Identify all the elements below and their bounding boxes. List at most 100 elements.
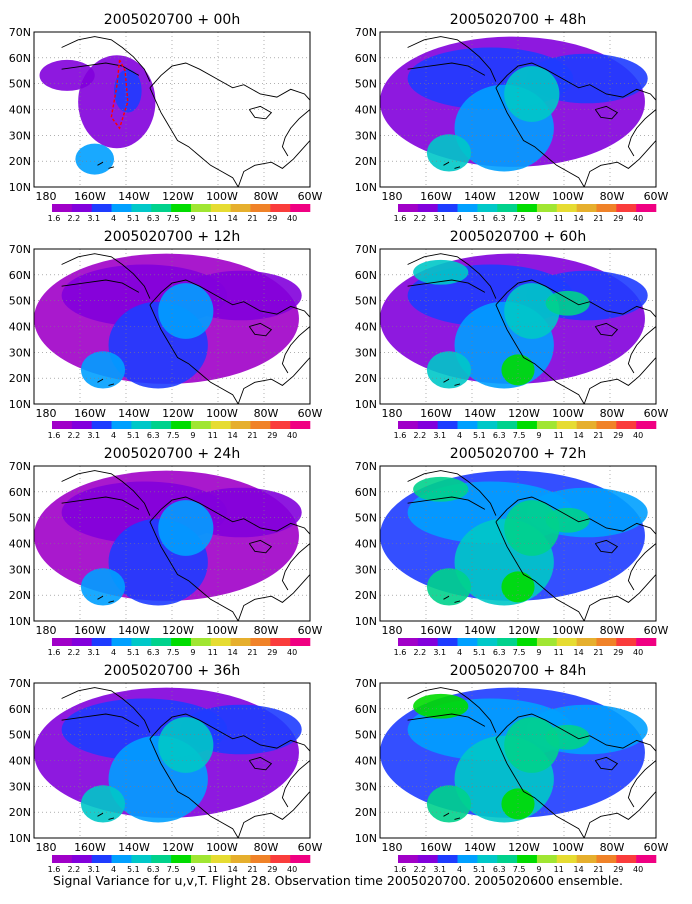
longitude-label: 160W: [420, 407, 452, 420]
colorbar-swatch: [596, 204, 617, 212]
colorbar-label: 4: [111, 214, 116, 223]
colorbar-label: 7.5: [513, 648, 526, 657]
colorbar-swatch: [52, 204, 73, 212]
longitude-label: 120W: [508, 624, 540, 637]
colorbar-swatch: [190, 638, 212, 646]
map-panel: 2005020700 + 84h 70N 60N 50N 40N 30N 20N 10N 180…: [355, 663, 669, 874]
longitude-label: 80W: [600, 407, 625, 420]
colorbar-label: 11: [208, 865, 218, 874]
latitude-label: 70N: [9, 243, 31, 256]
colorbar-swatch: [636, 421, 657, 429]
colorbar-swatch: [91, 638, 112, 646]
map-panel: 2005020700 + 36h 70N 60N 50N 40N 30N 20N 10N 180…: [9, 663, 323, 874]
colorbar-swatch: [230, 855, 251, 863]
colorbar-label: 7.5: [513, 214, 526, 223]
latitude-label: 30N: [9, 780, 31, 793]
latitude-label: 30N: [9, 129, 31, 142]
colorbar-label: 7.5: [513, 431, 526, 440]
variance-contour: [545, 290, 590, 316]
variance-contour: [426, 351, 472, 389]
colorbar-label: 2.2: [67, 431, 80, 440]
variance-contour: [75, 143, 115, 175]
latitude-label: 70N: [355, 460, 377, 473]
longitude-label: 140W: [464, 841, 496, 854]
colorbar-swatch: [536, 421, 558, 429]
colorbar-label: 5.1: [473, 214, 486, 223]
colorbar-label: 7.5: [167, 865, 180, 874]
colorbar-label: 11: [554, 865, 564, 874]
colorbar-swatch: [71, 855, 92, 863]
colorbar-swatch: [517, 204, 538, 212]
colorbar-swatch: [477, 638, 498, 646]
colorbar-label: 5.1: [127, 865, 140, 874]
colorbar-label: 5.1: [127, 431, 140, 440]
colorbar-label: 6.3: [147, 431, 160, 440]
colorbar-swatch: [398, 421, 419, 429]
colorbar-swatch: [497, 638, 518, 646]
longitude-label: 60W: [644, 190, 669, 203]
colorbar-label: 40: [287, 648, 297, 657]
colorbar-swatch: [210, 855, 231, 863]
colorbar-label: 21: [593, 214, 603, 223]
latitude-label: 10N: [9, 832, 31, 845]
longitude-label: 180: [382, 624, 403, 637]
colorbar-label: 1.6: [48, 431, 61, 440]
longitude-label: 100W: [206, 624, 238, 637]
colorbar-swatch: [290, 421, 311, 429]
colorbar-label: 40: [633, 214, 643, 223]
longitude-label: 160W: [74, 841, 106, 854]
colorbar-label: 21: [593, 648, 603, 657]
colorbar-swatch: [556, 204, 577, 212]
latitude-label: 20N: [9, 589, 31, 602]
latitude-label: 10N: [9, 181, 31, 194]
colorbar-label: 1.6: [394, 431, 407, 440]
latitude-label: 60N: [9, 486, 31, 499]
map-frame: [33, 248, 311, 405]
colorbar-label: 5.1: [127, 648, 140, 657]
colorbar-label: 29: [613, 648, 623, 657]
colorbar-swatch: [517, 638, 538, 646]
colorbar-label: 11: [208, 214, 218, 223]
longitude-label: 100W: [206, 841, 238, 854]
latitude-label: 40N: [355, 538, 377, 551]
longitude-label: 120W: [162, 624, 194, 637]
colorbar-swatch: [477, 204, 498, 212]
map-frame: [33, 682, 311, 839]
colorbar-swatch: [111, 855, 132, 863]
colorbar-swatch: [596, 421, 617, 429]
longitude-label: 80W: [254, 624, 279, 637]
colorbar-swatch: [91, 421, 112, 429]
colorbar-label: 6.3: [493, 431, 506, 440]
colorbar-swatch: [596, 638, 617, 646]
latitude-label: 30N: [9, 346, 31, 359]
latitude-label: 20N: [9, 372, 31, 385]
longitude-label: 160W: [420, 190, 452, 203]
longitude-label: 100W: [552, 841, 584, 854]
colorbar-label: 5.1: [127, 214, 140, 223]
panel-title: 2005020700 + 36h: [104, 663, 240, 679]
latitude-label: 70N: [355, 243, 377, 256]
longitude-label: 140W: [118, 407, 150, 420]
colorbar-swatch: [71, 638, 92, 646]
colorbar-swatch: [230, 204, 251, 212]
longitude-label: 180: [382, 841, 403, 854]
colorbar-swatch: [171, 638, 192, 646]
variance-field: [380, 470, 648, 606]
colorbar-label: 40: [287, 865, 297, 874]
latitude-label: 30N: [355, 346, 377, 359]
colorbar-swatch: [576, 638, 597, 646]
latitude-label: 20N: [355, 372, 377, 385]
latitude-label: 30N: [9, 563, 31, 576]
latitude-label: 70N: [9, 26, 31, 39]
coastline: [61, 36, 310, 187]
longitude-label: 180: [382, 190, 403, 203]
colorbar-label: 1.6: [394, 214, 407, 223]
latitude-label: 50N: [355, 78, 377, 91]
latitude-label: 70N: [9, 677, 31, 690]
variance-contour: [545, 724, 590, 750]
variance-contour: [80, 351, 126, 389]
colorbar-swatch: [616, 638, 637, 646]
latitude-label: 40N: [355, 755, 377, 768]
latitude-label: 20N: [9, 155, 31, 168]
variance-contour: [413, 476, 469, 502]
